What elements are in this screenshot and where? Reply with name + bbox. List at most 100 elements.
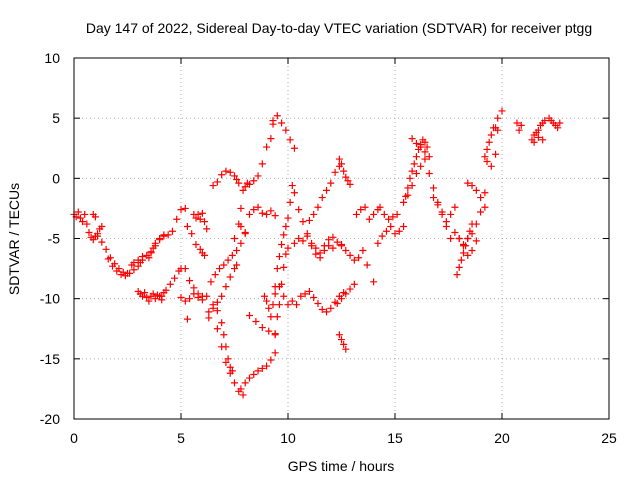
data-point bbox=[316, 249, 324, 257]
y-tick-label: 5 bbox=[52, 110, 60, 126]
data-point bbox=[494, 114, 502, 122]
data-point bbox=[134, 256, 142, 264]
data-point bbox=[468, 247, 476, 255]
data-point bbox=[421, 148, 429, 156]
data-point bbox=[222, 167, 230, 175]
data-point bbox=[284, 244, 292, 252]
data-point bbox=[442, 218, 450, 226]
data-point bbox=[254, 203, 262, 211]
data-point bbox=[183, 315, 191, 323]
data-point bbox=[425, 153, 433, 161]
data-point bbox=[194, 290, 202, 298]
data-point bbox=[250, 206, 258, 214]
data-point bbox=[254, 367, 262, 375]
data-point bbox=[451, 203, 459, 211]
data-point bbox=[278, 280, 286, 288]
data-point bbox=[151, 295, 159, 303]
data-point bbox=[483, 145, 491, 153]
x-tick-label: 5 bbox=[177, 430, 185, 446]
data-point bbox=[271, 283, 279, 291]
data-point bbox=[231, 379, 238, 387]
data-point bbox=[459, 249, 467, 257]
data-point bbox=[145, 254, 153, 262]
data-point bbox=[380, 210, 388, 218]
data-point bbox=[299, 237, 307, 245]
data-point bbox=[457, 256, 465, 264]
data-point bbox=[278, 119, 286, 127]
data-point bbox=[494, 126, 502, 134]
data-point bbox=[263, 297, 271, 305]
data-point bbox=[303, 232, 311, 240]
data-point bbox=[451, 228, 459, 236]
y-axis: -20 -15 -10 -5 0 5 10 bbox=[40, 50, 609, 427]
data-point bbox=[241, 228, 249, 236]
data-point bbox=[340, 167, 348, 175]
data-point bbox=[89, 236, 97, 244]
data-point bbox=[211, 271, 219, 279]
data-point bbox=[220, 261, 228, 269]
data-point bbox=[228, 251, 236, 259]
data-point bbox=[94, 232, 102, 240]
data-point bbox=[224, 355, 232, 363]
data-point bbox=[333, 299, 341, 307]
data-point bbox=[263, 210, 271, 218]
data-point bbox=[245, 210, 253, 218]
data-point bbox=[556, 119, 564, 127]
data-point bbox=[258, 209, 266, 217]
data-point bbox=[376, 203, 384, 211]
data-point bbox=[252, 318, 260, 326]
data-point bbox=[267, 313, 275, 321]
data-point bbox=[85, 228, 93, 236]
data-point bbox=[393, 210, 401, 218]
data-point bbox=[541, 117, 549, 125]
data-point bbox=[466, 227, 474, 235]
data-point bbox=[228, 367, 236, 375]
data-point bbox=[301, 290, 309, 298]
data-point bbox=[554, 124, 562, 132]
data-point bbox=[464, 179, 472, 187]
data-point bbox=[423, 143, 431, 151]
data-point bbox=[417, 162, 425, 170]
data-point bbox=[447, 210, 455, 218]
data-point bbox=[141, 289, 149, 297]
data-point bbox=[370, 278, 378, 286]
y-axis-label: SDTVAR / TECUs bbox=[6, 183, 22, 295]
data-point bbox=[310, 293, 318, 301]
x-tick-label: 0 bbox=[70, 430, 78, 446]
data-point bbox=[290, 239, 298, 247]
data-point bbox=[483, 157, 491, 165]
data-point bbox=[213, 178, 221, 186]
data-point bbox=[430, 184, 438, 192]
data-point bbox=[273, 112, 281, 120]
data-point bbox=[389, 213, 397, 221]
data-point bbox=[534, 126, 542, 134]
data-point bbox=[271, 290, 279, 298]
data-point bbox=[130, 259, 138, 267]
data-point bbox=[308, 239, 316, 247]
data-point bbox=[468, 182, 476, 190]
data-point bbox=[126, 269, 134, 277]
data-point bbox=[194, 210, 202, 218]
data-point bbox=[218, 171, 226, 179]
data-point bbox=[235, 179, 243, 187]
data-point bbox=[130, 266, 138, 274]
y-tick-label: -10 bbox=[40, 291, 60, 307]
data-point bbox=[83, 220, 91, 228]
data-point bbox=[331, 168, 339, 176]
data-point bbox=[267, 356, 275, 364]
data-point bbox=[233, 261, 241, 269]
data-point bbox=[188, 230, 196, 238]
data-point bbox=[412, 139, 420, 147]
data-point bbox=[406, 174, 414, 182]
data-point bbox=[327, 304, 335, 312]
data-point bbox=[481, 203, 489, 211]
data-point bbox=[91, 213, 99, 221]
data-point bbox=[378, 232, 386, 240]
data-point bbox=[138, 292, 146, 300]
x-tick-label: 25 bbox=[601, 430, 617, 446]
data-point bbox=[241, 379, 249, 387]
y-tick-label: 10 bbox=[44, 50, 60, 66]
data-point bbox=[273, 313, 281, 321]
data-point bbox=[515, 126, 523, 134]
data-point bbox=[318, 194, 326, 202]
